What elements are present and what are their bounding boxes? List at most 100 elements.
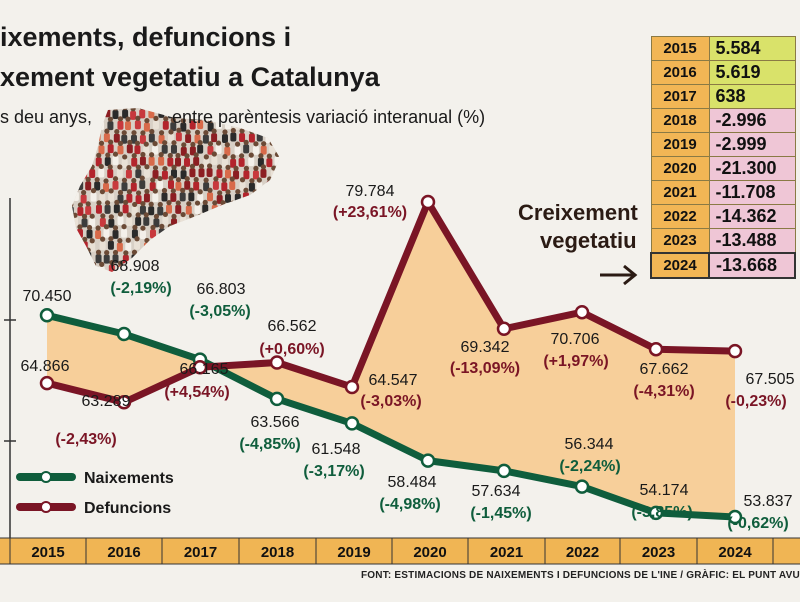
table-value-cell: -2.999 [708,132,796,157]
data-label-naixements: 58.484 [388,474,437,491]
data-label-defuncions: 63.289 [82,393,131,410]
table-row: 2019 -2.999 [650,132,796,157]
table-year-cell: 2024 [650,252,710,279]
table-year-cell: 2020 [650,156,710,181]
variation-label-naixements: (-2,24%) [559,458,620,475]
data-point-defuncions [116,395,132,410]
table-row: 2015 5.584 [650,36,796,61]
data-point-naixements [39,308,55,323]
variation-label-defuncions: (+0,60%) [259,341,324,358]
table-title-line1: Creixement [518,200,638,225]
subtitle-left: s deu anys, [0,107,93,127]
x-tick-label: 2022 [566,544,599,561]
table-value-cell: -14.362 [708,204,796,229]
data-label-naixements: 66.803 [197,281,246,298]
table-year-cell: 2019 [650,132,710,157]
series-line-naixements [43,311,739,521]
chart-title-line1: ixements, defuncions i [0,22,292,52]
table-row: 2017 638 [650,84,796,109]
subtitle-right: entre parèntesis variació interanual (%) [172,107,486,127]
table-value-cell: -2.996 [708,108,796,133]
data-label-defuncions: 69.342 [461,339,510,356]
x-tick-label: 2024 [718,544,752,561]
table-value-cell: 5.584 [708,36,796,61]
data-label-defuncions: 66.562 [268,318,317,335]
data-point-defuncions [269,355,285,370]
x-tick-label: 2016 [107,544,140,561]
legend: Naixements Defuncions [16,470,174,517]
variation-label-defuncions: (-13,09%) [450,360,520,377]
table-value-cell: -11.708 [708,180,796,205]
table-row: 2021 -11.708 [650,180,796,205]
x-tick-label: 2018 [261,544,294,561]
data-point-naixements [344,416,360,431]
variation-label-naixements: (-1,45%) [470,505,531,522]
variation-label-naixements: (-0,62%) [727,515,788,532]
legend-marker [40,501,52,513]
data-point-defuncions [496,321,512,337]
right-arrow-icon [600,264,638,286]
data-label-defuncions: 70.706 [551,331,600,348]
table-year-cell: 2015 [650,36,710,61]
data-label-naixements: 63.566 [251,414,300,431]
catalonia-map-icon [72,108,280,272]
variation-label-defuncions: (-3,03%) [360,393,421,410]
variation-label-defuncions: (-4,31%) [633,383,694,400]
growth-table: 2015 5.584 2016 5.619 2017 638 2018 -2.996 2019-… [650,36,796,279]
chart-title-line2: xement vegetatiu a Catalunya [0,62,380,92]
data-point-defuncions [39,375,55,391]
legend-label: Defuncions [84,500,171,517]
x-tick-label: 2023 [642,544,675,561]
data-point-naixements [496,463,512,479]
table-row: 2022 -14.362 [650,204,796,229]
table-year-cell: 2023 [650,228,710,254]
variation-label-defuncions: (-0,23%) [725,393,786,410]
data-label-defuncions: 67.505 [746,371,795,388]
data-point-defuncions [648,341,664,357]
variation-label-defuncions: (+1,97%) [543,353,608,370]
x-tick-label: 2017 [184,544,217,561]
data-point-naixements [727,509,743,525]
data-label-defuncions: 64.866 [21,358,70,375]
data-label-naixements: 56.344 [565,436,614,453]
data-label-naixements: 61.548 [312,441,361,458]
variation-label-naixements: (-3,05%) [189,303,250,320]
data-point-naixements [574,479,590,494]
data-point-defuncions [574,304,590,320]
data-point-defuncions [192,360,208,375]
data-point-naixements [420,453,436,468]
variation-label-naixements: (-3,17%) [303,463,364,480]
variation-label-naixements: (-4,98%) [379,496,440,513]
x-axis-background [0,538,800,564]
table-value-cell: -13.488 [708,228,796,254]
legend-marker [40,471,52,483]
data-label-defuncions: 79.784 [346,183,395,200]
table-year-cell: 2018 [650,108,710,133]
variation-label-naixements: (-3,85%) [631,504,692,521]
data-label-defuncions: 67.662 [640,361,689,378]
table-row: 2024 -13.668 [650,252,796,279]
data-point-naixements [269,391,285,407]
x-tick-label: 2020 [413,544,446,561]
x-axis-band: 2015 2016 2017 2018 2019 2020 2021 2022 2023 2024 [0,537,800,565]
table-row: 2018 -2.996 [650,108,796,133]
table-row: 2020 -21.300 [650,156,796,181]
table-value-cell: -13.668 [708,252,796,279]
series-line-defuncions [43,198,739,406]
table-year-cell: 2021 [650,180,710,205]
table-value-cell: 5.619 [708,60,796,85]
data-label-naixements: 57.634 [472,483,521,500]
data-point-defuncions [344,379,360,395]
data-label-defuncions: 66.165 [180,361,229,378]
table-value-cell: -21.300 [708,156,796,181]
data-label-naixements: 53.837 [744,493,793,510]
source-footer: FONT: ESTIMACIONS DE NAIXEMENTS I DEFUNC… [361,570,800,581]
variation-label-defuncions: (+23,61%) [333,204,407,221]
data-point-naixements [116,326,132,342]
table-year-cell: 2022 [650,204,710,229]
table-year-cell: 2017 [650,84,710,109]
variation-label-naixements: (-2,19%) [110,280,171,297]
x-tick-label: 2015 [31,544,64,561]
table-row: 2016 5.619 [650,60,796,85]
